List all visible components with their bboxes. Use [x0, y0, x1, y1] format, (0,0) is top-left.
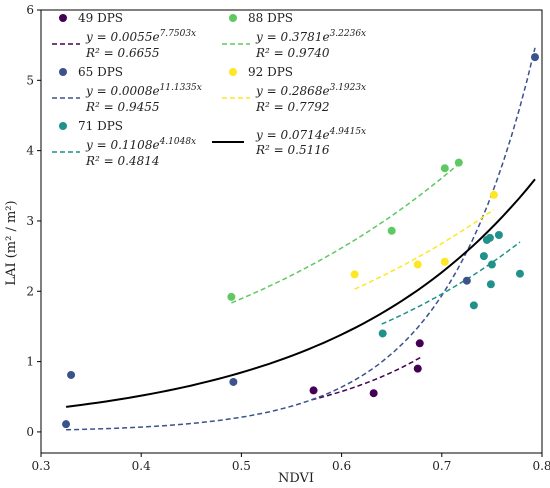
- legend-marker-0: [59, 14, 67, 22]
- data-point-s2-6: [487, 260, 496, 269]
- data-point-s3-0: [227, 292, 236, 301]
- legend-r2-1: R² = 0.9455: [85, 100, 160, 114]
- data-point-s2-0: [378, 329, 387, 338]
- data-point-s0-1: [369, 389, 378, 398]
- legend-equation-4: y = 0.2868e3.1923x: [255, 83, 366, 98]
- data-point-s3-2: [440, 164, 449, 173]
- data-points: [62, 53, 539, 429]
- data-point-s2-1: [469, 301, 478, 310]
- legend-entry-0: 49 DPS y = 0.0055e7.7503x R² = 0.6655: [52, 11, 196, 60]
- data-point-s4-3: [489, 190, 498, 199]
- legend-r2-0: R² = 0.6655: [85, 46, 160, 60]
- fit-curves: [65, 47, 536, 431]
- legend-r2-4: R² = 0.7792: [255, 100, 330, 114]
- legend-equation-3: y = 0.3781e3.2236x: [255, 29, 366, 44]
- data-point-s0-2: [413, 364, 422, 373]
- fit-curve-2: [381, 241, 521, 325]
- legend-label-2: 71 DPS: [78, 119, 123, 133]
- y-tick-label-3: 3: [26, 214, 34, 228]
- legend-entry-1: 65 DPS y = 0.0008e11.1335x R² = 0.9455: [52, 65, 202, 114]
- legend-marker-2: [59, 122, 67, 130]
- x-tick-label-4: 0.7: [432, 459, 451, 473]
- axes: 0.3 0.4 0.5 0.6 0.7 0.8 0 1 2 3 4 5 6: [26, 3, 550, 473]
- data-point-s1-0: [62, 420, 71, 429]
- data-point-s4-2: [440, 257, 449, 266]
- legend-r2-overall: R² = 0.5116: [255, 143, 330, 157]
- fit-curve-4: [354, 208, 495, 290]
- data-point-s3-1: [387, 226, 396, 235]
- fit-curve-3: [231, 163, 460, 304]
- legend-label-0: 49 DPS: [78, 11, 123, 25]
- legend-equation-0: y = 0.0055e7.7503x: [85, 29, 196, 44]
- legend-label-1: 65 DPS: [78, 65, 123, 79]
- fit-curve-0: [311, 356, 423, 401]
- data-point-s2-2: [479, 252, 488, 261]
- legend: 49 DPS y = 0.0055e7.7503x R² = 0.6655 65 DP…: [52, 11, 366, 168]
- data-point-s2-7: [494, 231, 503, 240]
- y-axis-label: LAI (m² / m²): [4, 200, 19, 285]
- data-point-s1-1: [67, 370, 76, 379]
- data-point-s0-0: [309, 386, 318, 395]
- legend-equation-1: y = 0.0008e11.1335x: [85, 83, 202, 98]
- legend-label-4: 92 DPS: [248, 65, 293, 79]
- legend-marker-1: [59, 68, 67, 76]
- legend-r2-3: R² = 0.9740: [255, 46, 330, 60]
- data-point-s4-1: [413, 260, 422, 269]
- data-point-s2-4: [485, 233, 494, 242]
- legend-equation-overall: y = 0.0714e4.9415x: [255, 127, 366, 142]
- overall-fit-curve: [65, 178, 536, 408]
- legend-marker-3: [229, 14, 237, 22]
- legend-marker-4: [229, 68, 237, 76]
- legend-entry-2: 71 DPS y = 0.1108e4.1048x R² = 0.4814: [52, 119, 196, 168]
- legend-label-3: 88 DPS: [248, 11, 293, 25]
- y-tick-label-5: 5: [26, 73, 34, 87]
- fit-curve-1: [66, 47, 536, 431]
- legend-entry-4: 92 DPS y = 0.2868e3.1923x R² = 0.7792: [222, 65, 366, 114]
- x-tick-label-3: 0.6: [332, 459, 351, 473]
- y-tick-label-2: 2: [26, 284, 34, 298]
- x-tick-label-5: 0.8: [532, 459, 550, 473]
- x-tick-label-2: 0.5: [232, 459, 251, 473]
- legend-entry-3: 88 DPS y = 0.3781e3.2236x R² = 0.9740: [222, 11, 366, 60]
- plot-frame: [40, 9, 543, 454]
- y-tick-label-1: 1: [26, 355, 34, 369]
- data-point-s1-2: [229, 377, 238, 386]
- y-tick-label-6: 6: [26, 3, 34, 17]
- data-point-s2-8: [515, 269, 524, 278]
- legend-r2-2: R² = 0.4814: [85, 154, 160, 168]
- y-tick-label-0: 0: [26, 425, 34, 439]
- x-tick-label-0: 0.3: [31, 459, 50, 473]
- data-point-s1-4: [530, 53, 539, 62]
- x-tick-label-1: 0.4: [132, 459, 151, 473]
- data-point-s3-3: [454, 158, 463, 167]
- data-point-s1-3: [462, 276, 471, 285]
- y-tick-label-4: 4: [26, 144, 34, 158]
- legend-equation-2: y = 0.1108e4.1048x: [85, 137, 196, 152]
- x-axis-label: NDVI: [278, 471, 314, 486]
- data-point-s2-5: [486, 280, 495, 289]
- data-point-s0-3: [415, 339, 424, 348]
- data-point-s4-0: [350, 270, 359, 279]
